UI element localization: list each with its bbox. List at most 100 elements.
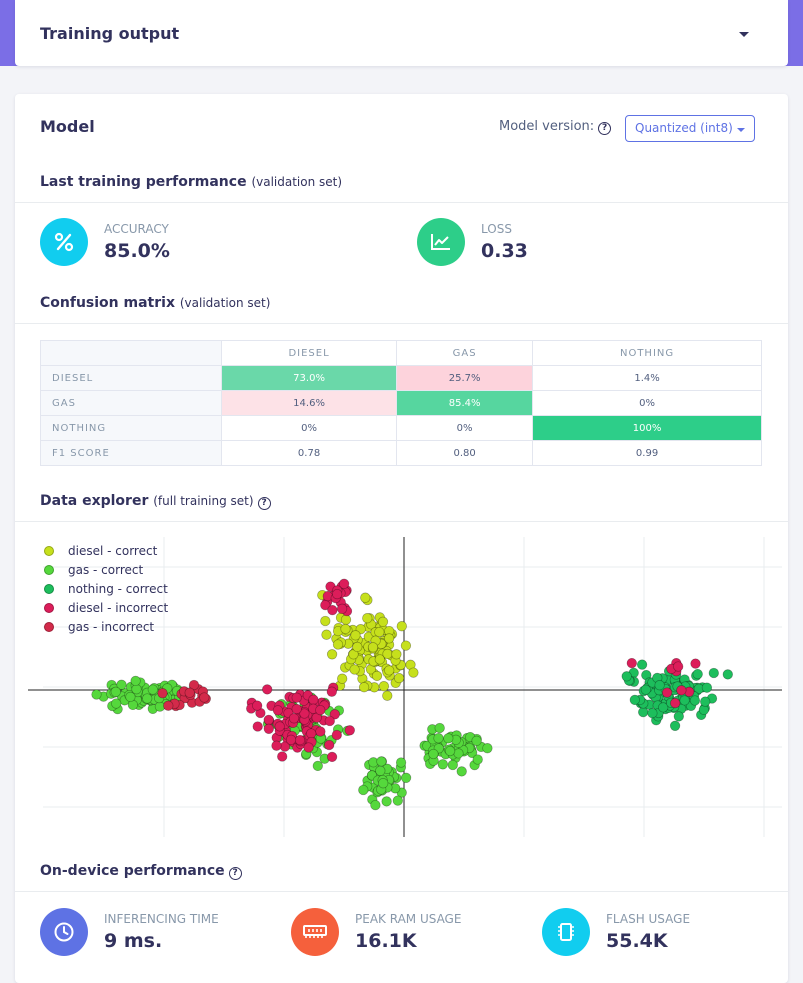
data-point[interactable] xyxy=(326,686,337,697)
model-version-select[interactable]: Quantized (int8) xyxy=(625,115,755,142)
data-point[interactable] xyxy=(252,721,263,732)
data-point[interactable] xyxy=(350,630,361,641)
data-point[interactable] xyxy=(456,766,467,777)
data-point[interactable] xyxy=(324,715,335,727)
data-point[interactable] xyxy=(444,745,456,757)
data-point[interactable] xyxy=(376,756,387,767)
data-point[interactable] xyxy=(271,740,282,751)
training-output-panel[interactable]: Training output xyxy=(15,0,788,66)
data-point[interactable] xyxy=(443,733,454,744)
data-point[interactable] xyxy=(327,604,338,616)
data-point[interactable] xyxy=(125,691,136,703)
data-point[interactable] xyxy=(337,673,348,684)
data-point[interactable] xyxy=(263,723,274,734)
data-point[interactable] xyxy=(383,633,395,644)
data-point[interactable] xyxy=(362,613,373,624)
data-point[interactable] xyxy=(340,623,351,635)
data-point[interactable] xyxy=(722,669,733,680)
data-point[interactable] xyxy=(676,685,687,696)
data-point[interactable] xyxy=(400,772,412,783)
data-point[interactable] xyxy=(188,679,200,691)
data-point[interactable] xyxy=(433,733,444,744)
data-point[interactable] xyxy=(392,795,403,806)
data-point[interactable] xyxy=(288,713,300,724)
data-point[interactable] xyxy=(701,682,713,693)
data-point[interactable] xyxy=(472,754,483,765)
data-point[interactable] xyxy=(393,672,405,684)
data-point[interactable] xyxy=(374,654,385,665)
data-point[interactable] xyxy=(396,621,407,632)
data-point[interactable] xyxy=(116,679,127,690)
data-point[interactable] xyxy=(381,796,392,807)
data-point[interactable] xyxy=(294,734,306,746)
data-point[interactable] xyxy=(626,657,637,669)
data-point[interactable] xyxy=(358,784,369,796)
data-point[interactable] xyxy=(358,682,370,693)
data-point[interactable] xyxy=(395,757,407,768)
data-point[interactable] xyxy=(382,648,393,660)
data-point[interactable] xyxy=(110,686,121,697)
data-point[interactable] xyxy=(344,725,355,736)
data-point[interactable] xyxy=(447,759,458,771)
data-point[interactable] xyxy=(262,684,273,695)
data-point[interactable] xyxy=(285,734,297,745)
data-point[interactable] xyxy=(274,721,285,732)
data-point[interactable] xyxy=(647,707,658,719)
data-point[interactable] xyxy=(252,700,263,711)
data-point[interactable] xyxy=(326,649,338,660)
data-point[interactable] xyxy=(661,687,673,698)
legend-item[interactable]: diesel - correct xyxy=(43,544,168,563)
data-point[interactable] xyxy=(315,726,326,737)
data-point[interactable] xyxy=(708,667,719,679)
data-point[interactable] xyxy=(142,693,153,704)
data-point[interactable] xyxy=(336,603,348,614)
data-point[interactable] xyxy=(272,705,284,716)
data-point[interactable] xyxy=(315,704,326,716)
data-point[interactable] xyxy=(408,667,419,678)
data-point[interactable] xyxy=(378,778,389,789)
data-point[interactable] xyxy=(640,684,651,695)
data-point[interactable] xyxy=(673,711,684,722)
data-point[interactable] xyxy=(184,687,195,698)
data-point[interactable] xyxy=(375,765,386,776)
data-point[interactable] xyxy=(658,702,669,713)
data-point[interactable] xyxy=(326,751,338,763)
data-point[interactable] xyxy=(670,697,681,709)
data-point[interactable] xyxy=(306,728,317,739)
data-point[interactable] xyxy=(329,709,340,720)
data-point[interactable] xyxy=(163,700,174,711)
data-point[interactable] xyxy=(320,599,331,611)
data-point[interactable] xyxy=(199,692,210,703)
data-point[interactable] xyxy=(360,592,371,603)
data-point[interactable] xyxy=(374,626,385,638)
data-point[interactable] xyxy=(679,695,690,706)
data-point[interactable] xyxy=(437,759,448,770)
data-point[interactable] xyxy=(332,639,344,650)
data-point[interactable] xyxy=(91,689,102,700)
data-point[interactable] xyxy=(263,714,274,726)
data-point[interactable] xyxy=(669,720,681,731)
data-point[interactable] xyxy=(370,799,381,811)
data-point[interactable] xyxy=(400,640,412,651)
data-point[interactable] xyxy=(299,708,310,719)
data-point[interactable] xyxy=(340,614,352,625)
data-point[interactable] xyxy=(700,696,711,707)
data-point[interactable] xyxy=(690,658,701,669)
data-point[interactable] xyxy=(331,729,342,741)
data-point[interactable] xyxy=(378,681,390,692)
data-explorer-plot[interactable] xyxy=(28,537,782,837)
data-point[interactable] xyxy=(621,671,632,682)
data-point[interactable] xyxy=(321,629,332,640)
data-point[interactable] xyxy=(147,684,158,695)
legend-item[interactable]: diesel - incorrect xyxy=(43,601,168,620)
data-point[interactable] xyxy=(277,751,288,762)
help-icon[interactable]: ? xyxy=(228,866,242,880)
legend-item[interactable]: nothing - correct xyxy=(43,582,168,601)
data-point[interactable] xyxy=(371,670,383,682)
data-point[interactable] xyxy=(324,739,335,751)
data-point[interactable] xyxy=(428,748,439,760)
data-point[interactable] xyxy=(130,675,141,687)
data-point[interactable] xyxy=(689,695,701,706)
data-point[interactable] xyxy=(367,642,379,653)
data-point[interactable] xyxy=(157,688,168,699)
